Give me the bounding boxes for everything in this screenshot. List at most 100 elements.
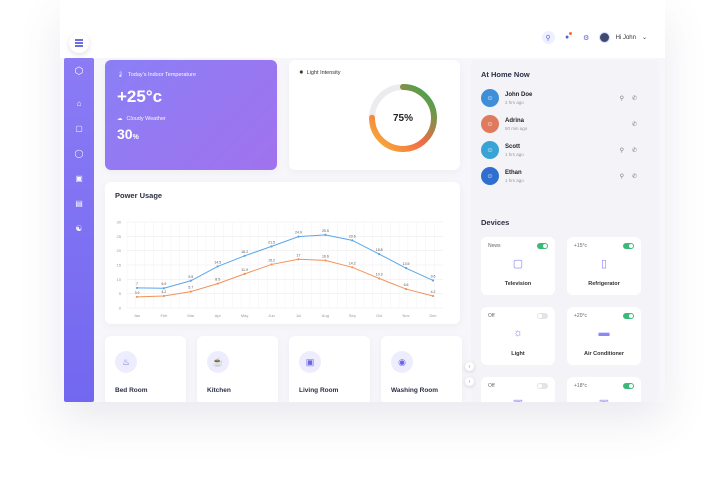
home-icon[interactable]: ⌂ bbox=[76, 98, 82, 108]
location-pin-icon[interactable]: ⚲ bbox=[619, 147, 624, 154]
bulb-icon: ☼ bbox=[512, 327, 524, 339]
chevron-right-icon[interactable]: › bbox=[465, 377, 474, 386]
top-bar: ⚲ ● ⚙ Hi John ⌄ bbox=[60, 0, 665, 58]
data-label: 21.5 bbox=[268, 240, 275, 244]
shield-icon[interactable]: ◯ bbox=[74, 148, 84, 158]
device-card[interactable]: +20°c ▬ Air Conditioner bbox=[567, 307, 641, 365]
gear-icon[interactable]: ⚙ bbox=[582, 34, 590, 42]
room-card[interactable]: ◉ Washing Room bbox=[381, 336, 462, 402]
device-card[interactable]: +18°c ▣ bbox=[567, 377, 641, 402]
light-label-text: Light Intensity bbox=[306, 70, 341, 76]
weather-label: ☁ Cloudy Weather bbox=[117, 116, 265, 122]
data-label: 3.9 bbox=[135, 291, 140, 295]
data-point bbox=[431, 294, 435, 298]
person-name: Scott bbox=[505, 143, 520, 150]
x-tick-label: Oct bbox=[376, 313, 383, 318]
bed-icon: ♨ bbox=[115, 351, 137, 373]
person-row[interactable]: ☺ Ethan 1 hrs ago ⚲ ✆ bbox=[481, 166, 649, 186]
data-point bbox=[297, 258, 300, 261]
room-name: Bed Room bbox=[115, 387, 148, 394]
chevron-left-icon[interactable]: ‹ bbox=[465, 362, 474, 371]
data-label: 4.2 bbox=[161, 290, 166, 294]
device-toggle[interactable] bbox=[623, 313, 634, 319]
users-icon[interactable]: ☯ bbox=[75, 223, 83, 233]
monitor-icon[interactable]: ▢ bbox=[75, 123, 83, 133]
person-info: Scott 1 hrs ago bbox=[505, 144, 524, 157]
person-avatar: ☺ bbox=[481, 115, 499, 133]
sun-icon: ✸ bbox=[299, 70, 304, 76]
device-status: +15°c bbox=[574, 243, 587, 249]
temperature-card: 🌡 Today's Indoor Temperature +25°c ☁ Cloud… bbox=[105, 60, 277, 170]
tv-icon: ▢ bbox=[512, 258, 524, 270]
device-card[interactable]: Off ☼ Light bbox=[481, 307, 555, 365]
y-tick-label: 15 bbox=[117, 263, 122, 268]
notification-icon[interactable]: ● bbox=[561, 31, 574, 44]
device-name: Television bbox=[504, 281, 532, 287]
device-name: Light bbox=[511, 351, 525, 357]
data-point bbox=[216, 265, 219, 268]
devices-grid: News ▢ Television +15°c ▯ Refrigerator Off ☼ Lig… bbox=[481, 237, 649, 402]
y-tick-label: 20 bbox=[117, 248, 122, 253]
person-avatar: ☺ bbox=[481, 141, 499, 159]
y-tick-label: 30 bbox=[117, 220, 122, 225]
data-point bbox=[243, 272, 246, 275]
phone-icon[interactable]: ✆ bbox=[631, 95, 637, 102]
device-toggle[interactable] bbox=[623, 383, 634, 389]
person-row[interactable]: ☺ John Doe 2 hrs ago ⚲ ✆ bbox=[481, 88, 649, 108]
x-tick-label: Aug bbox=[322, 313, 329, 318]
device-toggle[interactable] bbox=[537, 313, 548, 319]
device-card[interactable]: News ▢ Television bbox=[481, 237, 555, 295]
data-point bbox=[189, 290, 192, 293]
film-icon[interactable]: ▣ bbox=[75, 173, 83, 183]
data-label: 11.9 bbox=[241, 268, 248, 272]
data-point bbox=[162, 294, 166, 298]
power-usage-chart: 0 5 10 15 20 25 30 Jan Feb Mar Apr May Jun Jul Aug Sep O… bbox=[117, 220, 443, 318]
data-point bbox=[324, 259, 327, 262]
data-label: 14.5 bbox=[214, 260, 221, 264]
data-point bbox=[351, 266, 354, 269]
device-toggle[interactable] bbox=[623, 243, 634, 249]
data-label: 8.5 bbox=[215, 278, 220, 282]
person-info: Adrina 50 min ago bbox=[505, 118, 527, 131]
chevron-down-icon[interactable]: ⌄ bbox=[641, 35, 647, 41]
data-label: 17 bbox=[297, 253, 301, 257]
user-greeting[interactable]: Hi John bbox=[615, 34, 636, 41]
location-pin-icon[interactable]: ⚲ bbox=[619, 173, 624, 180]
x-tick-label: Apr bbox=[215, 313, 222, 318]
data-label: 24.9 bbox=[295, 231, 302, 235]
data-label: 25.5 bbox=[322, 229, 329, 233]
washer-icon: ◉ bbox=[391, 351, 413, 373]
room-card[interactable]: ▣ Living Room bbox=[289, 336, 370, 402]
data-point bbox=[297, 235, 300, 238]
phone-icon[interactable]: ✆ bbox=[631, 121, 637, 128]
data-label: 18.2 bbox=[241, 250, 248, 254]
card-icon[interactable]: ▤ bbox=[75, 198, 83, 208]
data-label: 9.5 bbox=[188, 275, 193, 279]
data-point bbox=[270, 245, 273, 248]
data-label: 5.7 bbox=[188, 286, 193, 290]
x-tick-label: Jan bbox=[134, 313, 140, 318]
device-toggle[interactable] bbox=[537, 383, 548, 389]
phone-icon[interactable]: ✆ bbox=[631, 147, 637, 154]
menu-button[interactable] bbox=[69, 33, 89, 53]
data-point bbox=[431, 279, 435, 282]
kitchen-icon: ☕ bbox=[207, 351, 229, 373]
device-card[interactable]: +15°c ▯ Refrigerator bbox=[567, 237, 641, 295]
data-label: 16.6 bbox=[322, 254, 329, 258]
data-label: 18.8 bbox=[376, 248, 383, 252]
room-card[interactable]: ♨ Bed Room bbox=[105, 336, 186, 402]
user-avatar[interactable] bbox=[598, 32, 610, 43]
indoor-temp-value: +25°c bbox=[117, 87, 163, 106]
top-actions: ⚲ ● ⚙ Hi John ⌄ bbox=[541, 31, 647, 44]
data-point bbox=[243, 254, 246, 257]
search-icon[interactable]: ⚲ bbox=[541, 31, 555, 44]
person-row[interactable]: ☺ Adrina 50 min ago ✆ bbox=[481, 114, 649, 134]
data-label: 23.6 bbox=[349, 234, 356, 238]
phone-icon[interactable]: ✆ bbox=[631, 173, 637, 180]
room-card[interactable]: ☕ Kitchen bbox=[197, 336, 278, 402]
location-pin-icon[interactable]: ⚲ bbox=[619, 95, 624, 102]
device-toggle[interactable] bbox=[537, 243, 548, 249]
device-card[interactable]: Off ▣ bbox=[481, 377, 555, 402]
cube-logo-icon[interactable]: ⬡ bbox=[74, 66, 84, 77]
person-row[interactable]: ☺ Scott 1 hrs ago ⚲ ✆ bbox=[481, 140, 649, 160]
